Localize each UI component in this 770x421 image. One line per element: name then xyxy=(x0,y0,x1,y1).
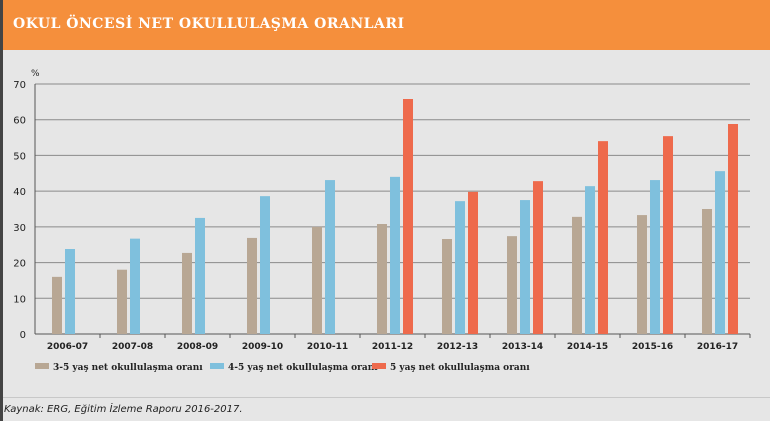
source-note: Kaynak: ERG, Eğitim İzleme Raporu 2016-2… xyxy=(4,404,243,415)
bar-2014-15-series-3 xyxy=(598,141,608,334)
bar-2011-12-series-1 xyxy=(377,224,387,334)
bar-2013-14-series-2 xyxy=(520,200,530,334)
bar-2016-17-series-2 xyxy=(715,171,725,334)
legend-swatch-3 xyxy=(372,363,386,369)
legend-label-2: 4-5 yaş net okullulaşma oranı xyxy=(228,363,378,373)
divider xyxy=(3,397,770,398)
y-tick-label: 20 xyxy=(13,259,26,270)
chart-title: OKUL ÖNCESİ NET OKULLULAŞMA ORANLARI xyxy=(13,16,405,32)
bar-2007-08-series-1 xyxy=(117,269,127,334)
bar-2013-14-series-1 xyxy=(507,236,517,334)
y-tick-label: 40 xyxy=(13,187,26,198)
bar-2016-17-series-3 xyxy=(728,124,738,334)
bar-2012-13-series-2 xyxy=(455,201,465,334)
x-tick-label: 2012-13 xyxy=(437,342,478,352)
y-tick-label: 10 xyxy=(13,294,26,305)
x-tick-label: 2006-07 xyxy=(47,342,88,352)
legend-label-1: 3-5 yaş net okullulaşma oranı xyxy=(53,363,203,373)
chart-header: OKUL ÖNCESİ NET OKULLULAŞMA ORANLARI xyxy=(0,0,770,50)
bar-2010-11-series-1 xyxy=(312,226,322,334)
bar-2011-12-series-3 xyxy=(403,99,413,334)
y-tick-label: 60 xyxy=(13,116,26,127)
x-tick-label: 2007-08 xyxy=(112,342,153,352)
bar-2008-09-series-1 xyxy=(182,252,192,334)
bar-2016-17-series-1 xyxy=(702,209,712,334)
bar-2010-11-series-2 xyxy=(325,180,335,334)
bar-2009-10-series-1 xyxy=(247,237,257,334)
x-tick-label: 2009-10 xyxy=(242,342,283,352)
bar-2006-07-series-1 xyxy=(52,276,62,334)
bar-2006-07-series-2 xyxy=(65,249,75,334)
legend-swatch-2 xyxy=(210,363,224,369)
legend-label-3: 5 yaş net okullulaşma oranı xyxy=(390,363,530,373)
y-tick-label: 0 xyxy=(20,330,26,341)
x-tick-label: 2016-17 xyxy=(697,342,738,352)
x-tick-label: 2013-14 xyxy=(502,342,543,352)
bar-2014-15-series-1 xyxy=(572,216,582,334)
y-tick-label: 50 xyxy=(13,151,26,162)
bar-2014-15-series-2 xyxy=(585,186,595,334)
bar-2015-16-series-2 xyxy=(650,180,660,334)
x-tick-label: 2010-11 xyxy=(307,342,348,352)
bar-2015-16-series-1 xyxy=(637,215,647,334)
bar-2015-16-series-3 xyxy=(663,136,673,334)
x-tick-label: 2011-12 xyxy=(372,342,413,352)
bar-2013-14-series-3 xyxy=(533,181,543,334)
bar-2012-13-series-1 xyxy=(442,239,452,334)
chart-frame xyxy=(0,50,770,421)
x-tick-label: 2008-09 xyxy=(177,342,218,352)
bar-2011-12-series-2 xyxy=(390,176,400,334)
bar-2012-13-series-3 xyxy=(468,191,478,334)
y-tick-label: 70 xyxy=(13,80,26,91)
x-tick-label: 2015-16 xyxy=(632,342,673,352)
legend-swatch-1 xyxy=(35,363,49,369)
bar-2008-09-series-2 xyxy=(195,217,205,334)
bar-2009-10-series-2 xyxy=(260,196,270,334)
y-axis-label: % xyxy=(31,69,40,79)
y-tick-label: 30 xyxy=(13,223,26,234)
bar-2007-08-series-2 xyxy=(130,238,140,334)
x-tick-label: 2014-15 xyxy=(567,342,608,352)
